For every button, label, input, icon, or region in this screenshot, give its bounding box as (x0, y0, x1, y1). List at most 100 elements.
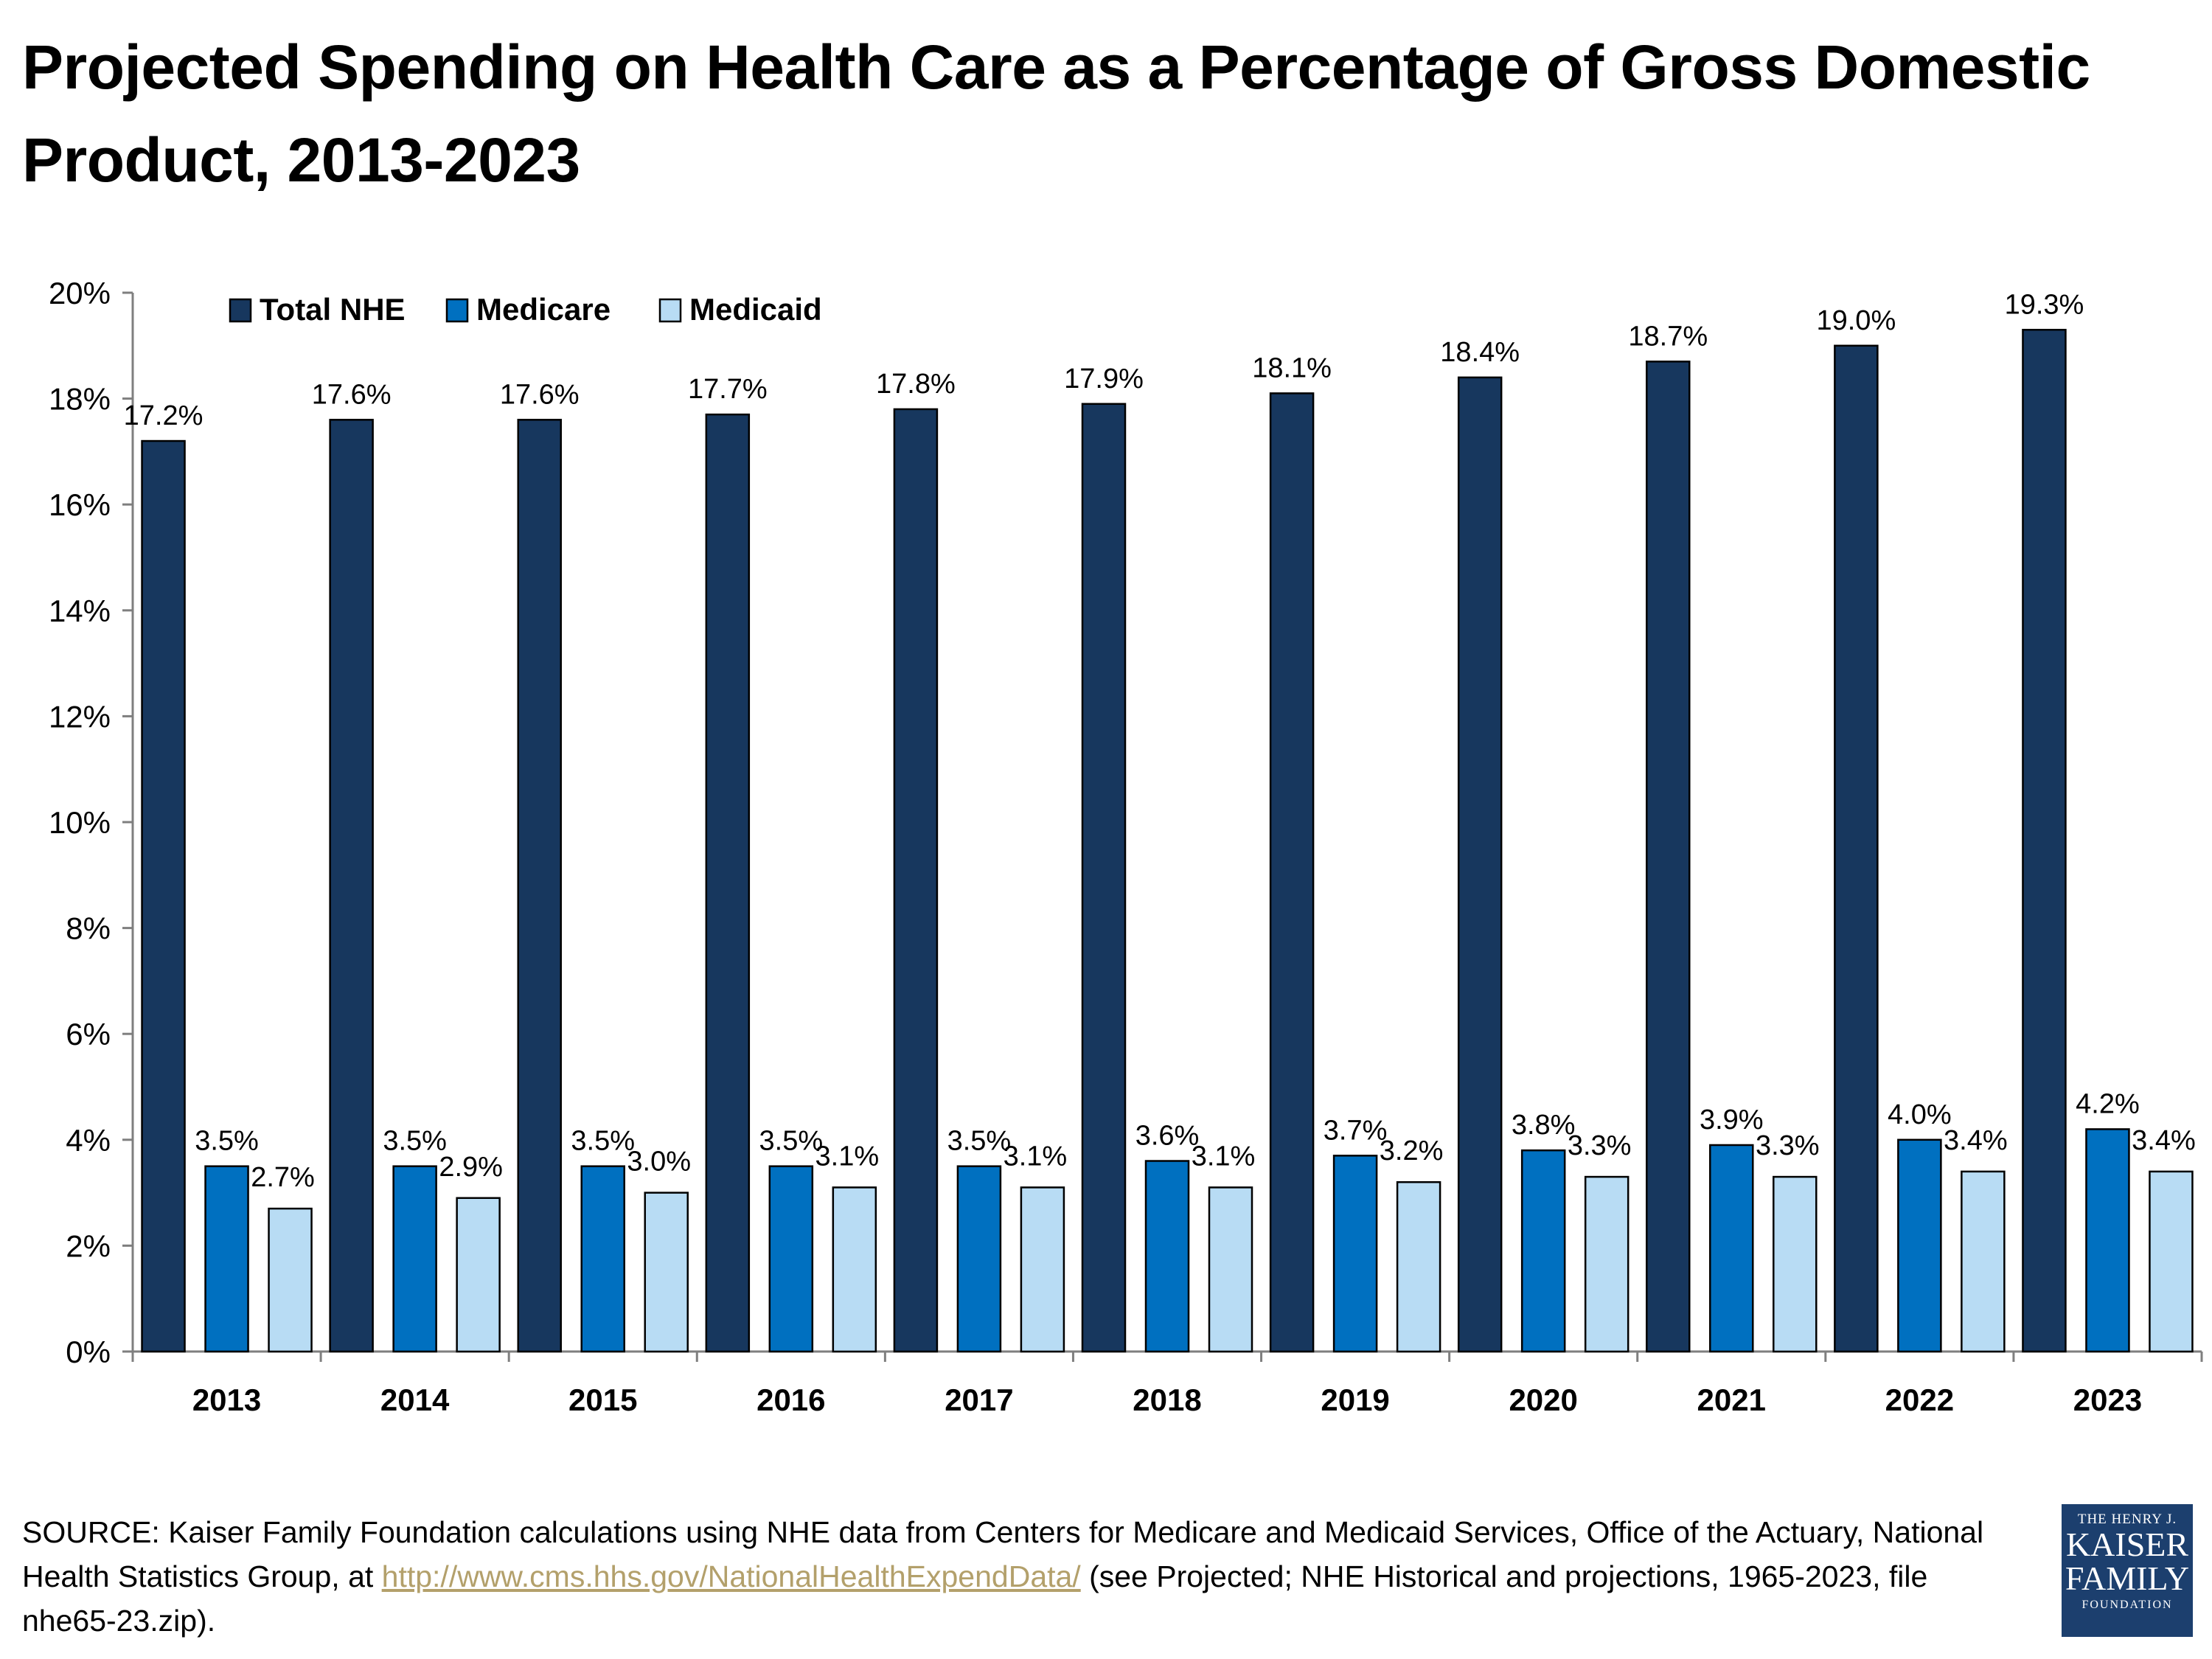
data-label: 4.2% (2076, 1088, 2140, 1119)
x-tick-label: 2018 (1133, 1382, 1201, 1417)
source-link[interactable]: http://www.cms.hhs.gov/NationalHealthExp… (381, 1559, 1081, 1593)
data-label: 3.5% (383, 1126, 447, 1157)
bar-medicaid (644, 1192, 689, 1353)
x-tick-label: 2020 (1509, 1382, 1577, 1417)
legend-swatch (229, 298, 252, 323)
bar-medicaid (1961, 1170, 2006, 1353)
legend-label: Medicaid (689, 292, 822, 327)
data-label: 17.7% (688, 374, 768, 405)
data-label: 3.7% (1324, 1115, 1388, 1146)
bar-total-nhe (893, 408, 939, 1353)
x-tick-label: 2019 (1321, 1382, 1389, 1417)
data-label: 3.0% (627, 1147, 691, 1178)
data-label: 3.8% (1512, 1110, 1576, 1141)
y-tick-label: 6% (66, 1017, 111, 1051)
y-axis: 0% 2% 4% 6% 8% 10% 12% 14% 16% 18% 20% (49, 276, 134, 1369)
data-label: 17.6% (500, 379, 580, 410)
bar-total-nhe (1081, 403, 1127, 1353)
data-label: 3.2% (1380, 1135, 1444, 1166)
bar-medicare (1897, 1138, 1942, 1353)
y-tick-label: 8% (66, 911, 111, 946)
x-tick-label: 2021 (1697, 1382, 1766, 1417)
data-label: 17.6% (312, 379, 392, 410)
data-label: 2.9% (439, 1152, 503, 1183)
bar-medicaid (1208, 1186, 1253, 1353)
source-note: SOURCE: Kaiser Family Foundation calcula… (22, 1510, 2013, 1643)
data-label: 3.5% (571, 1126, 635, 1157)
data-label: 3.4% (1944, 1125, 2008, 1156)
legend: Total NHE Medicare Medicaid (229, 292, 822, 327)
data-label: 3.3% (1756, 1130, 1820, 1161)
bar-medicare (580, 1165, 625, 1353)
data-label: 17.9% (1064, 364, 1144, 394)
bar-medicaid (268, 1207, 313, 1353)
bar-medicare (1520, 1149, 1566, 1353)
data-label: 3.5% (195, 1126, 259, 1157)
data-label: 3.3% (1568, 1130, 1632, 1161)
x-tick-label: 2013 (192, 1382, 261, 1417)
bar-medicare (768, 1165, 814, 1353)
y-tick-label: 12% (49, 699, 111, 734)
y-tick-label: 2% (66, 1228, 111, 1263)
y-tick-label: 14% (49, 594, 111, 628)
bar-medicare (1709, 1144, 1754, 1353)
bar-medicare (204, 1165, 249, 1353)
x-tick-label: 2023 (2073, 1382, 2142, 1417)
x-tick-label: 2015 (568, 1382, 637, 1417)
bar-medicare (1144, 1160, 1190, 1353)
bar-medicaid (456, 1197, 501, 1353)
bar-medicaid (1020, 1186, 1065, 1353)
data-label: 19.3% (2005, 289, 2084, 320)
logo-line-2: KAISER (2065, 1526, 2189, 1563)
kff-logo: THE HENRY J. KAISER FAMILY FOUNDATION (2062, 1504, 2193, 1637)
data-label: 3.1% (1192, 1141, 1256, 1172)
bar-medicaid (832, 1186, 877, 1353)
bar-medicare (392, 1165, 437, 1353)
data-label: 3.4% (2132, 1125, 2196, 1156)
data-label: 4.0% (1888, 1099, 1952, 1130)
data-label: 18.4% (1440, 337, 1520, 368)
bar-medicaid (1773, 1175, 1818, 1353)
data-label: 3.5% (759, 1126, 824, 1157)
source-text-suffix: (see Projected; NHE Historical and proje… (22, 1559, 1928, 1638)
x-tick-label: 2022 (1885, 1382, 1954, 1417)
bar-medicare (1332, 1155, 1378, 1353)
logo-line-3: FAMILY (2065, 1559, 2190, 1597)
bar-series: 17.2% 17.6% 17.6% 17.7% 17.8% 17.9% 18.1% 18.4%… (124, 289, 2196, 1353)
bar-total-nhe (1646, 361, 1691, 1353)
bar-medicare (2085, 1128, 2130, 1353)
logo-line-4: FOUNDATION (2081, 1599, 2173, 1611)
data-label: 3.6% (1135, 1121, 1200, 1152)
source-text: SOURCE: Kaiser Family Foundation calcula… (22, 1515, 1984, 1593)
x-tick-label: 2016 (757, 1382, 825, 1417)
x-tick-label: 2014 (380, 1382, 450, 1417)
bar-total-nhe (1834, 344, 1879, 1353)
y-tick-label: 10% (49, 805, 111, 840)
bar-medicaid (1396, 1180, 1441, 1353)
logo-line-1: THE HENRY J. (2077, 1512, 2177, 1527)
data-label: 3.9% (1700, 1105, 1764, 1135)
bar-chart: 0%2%4%6%8%10%12%14%16%18%20% 2013 2014 201… (49, 276, 2203, 1417)
legend-label: Total NHE (260, 292, 406, 327)
legend-swatch (445, 298, 469, 323)
data-label: 18.1% (1252, 352, 1332, 383)
y-tick-label: 16% (49, 487, 111, 522)
data-label: 18.7% (1628, 321, 1708, 352)
chart-title: Projected Spending on Health Care as a P… (22, 32, 2090, 195)
bar-total-nhe (705, 413, 751, 1353)
bar-total-nhe (2022, 329, 2067, 1353)
x-tick-label: 2017 (945, 1382, 1013, 1417)
y-tick-label: 18% (49, 382, 111, 417)
data-label: 3.5% (947, 1126, 1012, 1157)
data-label: 3.1% (1004, 1141, 1068, 1172)
data-label: 17.2% (124, 400, 204, 431)
data-label: 3.1% (815, 1141, 880, 1172)
y-tick-label: 4% (66, 1123, 111, 1158)
bar-medicaid (2149, 1170, 2194, 1353)
legend-swatch (658, 298, 682, 323)
bar-medicare (956, 1165, 1002, 1353)
data-label: 19.0% (1816, 305, 1896, 336)
bar-total-nhe (517, 419, 562, 1353)
data-label: 17.8% (876, 369, 956, 400)
bar-total-nhe (329, 419, 374, 1353)
